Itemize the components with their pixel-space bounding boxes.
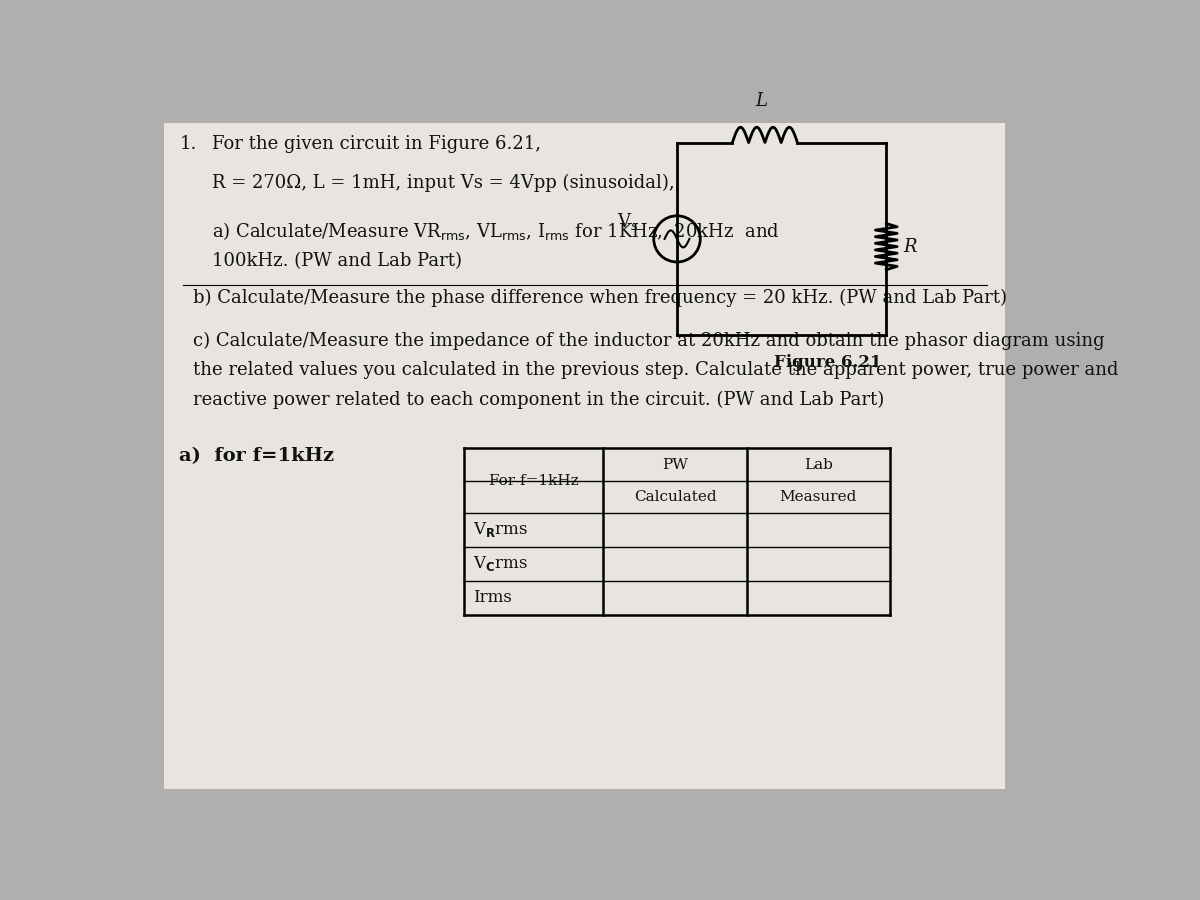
Text: Lab: Lab bbox=[804, 457, 833, 472]
Text: R: R bbox=[904, 238, 917, 256]
Text: Calculated: Calculated bbox=[634, 490, 716, 504]
Text: For the given circuit in Figure 6.21,: For the given circuit in Figure 6.21, bbox=[212, 135, 541, 153]
Text: Irms: Irms bbox=[473, 590, 512, 607]
Text: For f=1kHz: For f=1kHz bbox=[488, 473, 578, 488]
Text: the related values you calculated in the previous step. Calculate the apparent p: the related values you calculated in the… bbox=[193, 361, 1118, 379]
Text: reactive power related to each component in the circuit. (PW and Lab Part): reactive power related to each component… bbox=[193, 391, 884, 409]
Text: b) Calculate/Measure the phase difference when frequency = 20 kHz. (PW and Lab P: b) Calculate/Measure the phase differenc… bbox=[193, 289, 1007, 307]
Text: a)  for f=1kHz: a) for f=1kHz bbox=[180, 446, 335, 464]
Text: PW: PW bbox=[662, 457, 688, 472]
Text: a) Calculate/Measure VR$_{\rm rms}$, VL$_{\rm rms}$, I$_{\rm rms}$ for 1KHz,  20: a) Calculate/Measure VR$_{\rm rms}$, VL$… bbox=[212, 220, 780, 241]
Text: 100kHz. (PW and Lab Part): 100kHz. (PW and Lab Part) bbox=[212, 252, 462, 270]
Text: L: L bbox=[755, 93, 767, 111]
Text: c) Calculate/Measure the impedance of the inductor at 20kHz and obtain the phaso: c) Calculate/Measure the impedance of th… bbox=[193, 331, 1104, 349]
Text: 1.: 1. bbox=[180, 135, 197, 153]
FancyBboxPatch shape bbox=[164, 123, 1004, 789]
Text: Figure 6.21: Figure 6.21 bbox=[774, 355, 882, 372]
Text: V$_{\bf C}$rms: V$_{\bf C}$rms bbox=[473, 554, 528, 573]
Text: Measured: Measured bbox=[780, 490, 857, 504]
Text: R = 270Ω, L = 1mH, input Vs = 4Vpp (sinusoidal),: R = 270Ω, L = 1mH, input Vs = 4Vpp (sinu… bbox=[212, 174, 674, 192]
Text: V$_{\bf R}$rms: V$_{\bf R}$rms bbox=[473, 520, 528, 539]
Text: V$_s$: V$_s$ bbox=[617, 212, 638, 232]
